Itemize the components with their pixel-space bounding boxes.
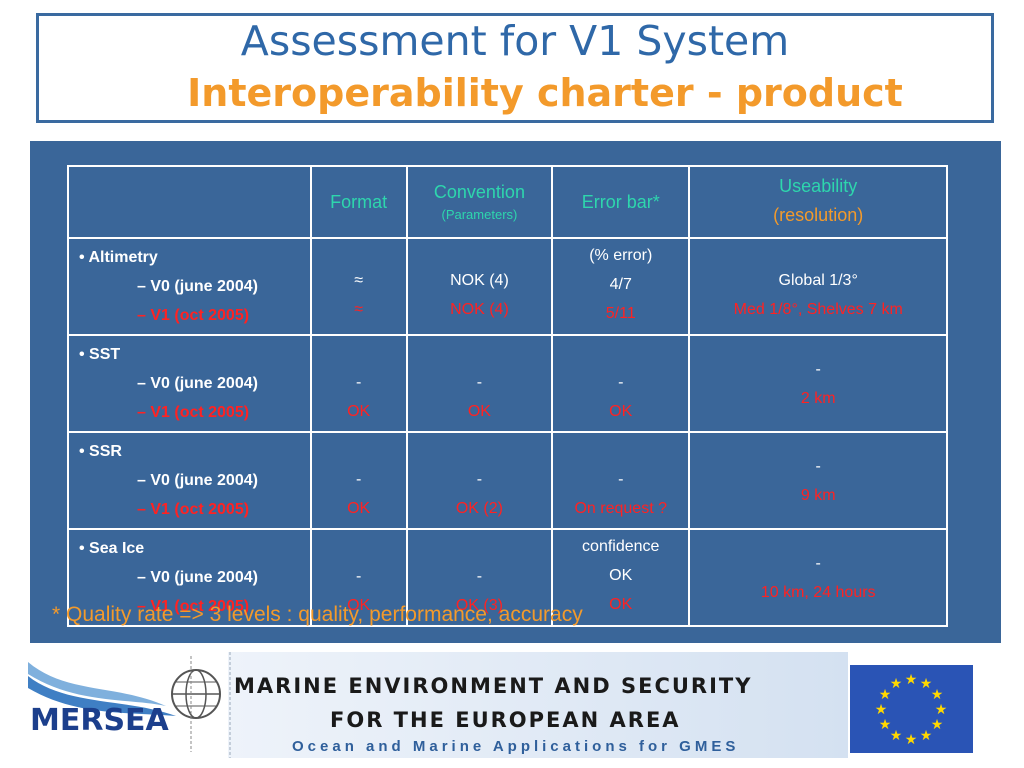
cell-format: - OK [309,528,408,627]
svg-text:MERSEA: MERSEA [30,703,170,738]
row-label: • Altimetry – V0 (june 2004) – V1 (oct 2… [67,237,312,336]
row-name: • SST [79,346,121,363]
cell-convention: - OK (3) [405,528,554,627]
mersea-logo: MERSEA [26,654,226,754]
cell-convention: - OK (2) [405,431,554,530]
row-v1-label: – V1 (oct 2005) [137,307,250,324]
eu-flag-icon: ★ ★ ★ ★ ★ ★ ★ ★ ★ ★ ★ ★ [850,665,973,753]
row-name: • SSR [79,443,122,460]
row-v0-label: – V0 (june 2004) [137,472,258,489]
table-row: • SSR – V0 (june 2004) – V1 (oct 2005) -… [67,431,948,530]
footer-banner: MARINE ENVIRONMENT AND SECURITY FOR THE … [228,652,848,758]
cell-format: - OK [309,431,408,530]
cell-error-bar: - OK [551,334,691,433]
star-icon: ★ [890,675,903,691]
star-icon: ★ [931,716,944,732]
cell-error-bar: - On request ? [551,431,691,530]
star-icon: ★ [920,727,933,743]
footnote: * Quality rate => 3 levels : quality, pe… [52,603,583,626]
table-row: • Altimetry – V0 (june 2004) – V1 (oct 2… [67,237,948,336]
star-icon: ★ [905,671,918,687]
banner-background [228,652,848,758]
assessment-table: Format Convention (Parameters) Error bar… [67,165,948,627]
table-header-row: Format Convention (Parameters) Error bar… [67,165,948,239]
star-icon: ★ [875,701,888,717]
header-empty [67,165,312,239]
table-row: • Sea Ice – V0 (june 2004) – V1 (oct 200… [67,528,948,627]
row-v0-label: – V0 (june 2004) [137,375,258,392]
row-v1-label: – V1 (oct 2005) [137,501,250,518]
header-error-bar: Error bar* [551,165,691,239]
cell-useability: - 9 km [688,431,948,530]
star-icon: ★ [931,686,944,702]
cell-useability: - 2 km [688,334,948,433]
star-icon: ★ [879,686,892,702]
row-label: • SSR – V0 (june 2004) – V1 (oct 2005) [67,431,312,530]
row-name: • Altimetry [79,249,158,266]
slide-title: Assessment for V1 System [240,17,790,65]
eu-stars: ★ ★★★★★★★★★★★ [875,671,948,747]
cell-format: - OK [309,334,408,433]
header-useability: Useability (resolution) [688,165,948,239]
row-v1-label: – V1 (oct 2005) [137,598,250,615]
header-format: Format [309,165,408,239]
header-convention-sub: (Parameters) [441,207,518,222]
star-icon: ★ [920,675,933,691]
banner-line-2: FOR THE EUROPEAN AREA [330,708,681,732]
header-convention: Convention (Parameters) [405,165,554,239]
row-label: • SST – V0 (june 2004) – V1 (oct 2005) [67,334,312,433]
row-name: • Sea Ice [79,540,145,557]
cell-error-bar: (% error) 4/7 5/11 [551,237,691,336]
banner-line-3: Ocean and Marine Applications for GMES [292,738,740,755]
cell-format: ≈ ≈ [309,237,408,336]
table-row: • SST – V0 (june 2004) – V1 (oct 2005) -… [67,334,948,433]
star-icon: ★ [890,727,903,743]
row-v1-label: – V1 (oct 2005) [137,404,250,421]
row-v0-label: – V0 (june 2004) [137,278,258,295]
row-label: • Sea Ice – V0 (june 2004) – V1 (oct 200… [67,528,312,627]
header-useability-sub: (resolution) [773,205,864,225]
cell-useability: - 10 km, 24 hours [688,528,948,627]
banner-line-1: MARINE ENVIRONMENT AND SECURITY [234,674,753,698]
title-box: Assessment for V1 System Interoperabilit… [36,13,994,123]
row-v0-label: – V0 (june 2004) [137,569,258,586]
cell-convention: - OK [405,334,554,433]
header-convention-label: Convention [433,182,525,202]
star-icon: ★ [935,701,948,717]
header-useability-label: Useability [779,176,858,196]
slide-subtitle: Interoperability charter - product [187,71,903,115]
cell-useability: Global 1/3° Med 1/8°, Shelves 7 km [688,237,948,336]
content-panel: Format Convention (Parameters) Error bar… [30,141,1001,643]
star-icon: ★ [879,716,892,732]
cell-error-bar: confidence OK OK [551,528,691,627]
star-icon: ★ [905,731,918,747]
cell-convention: NOK (4) NOK (4) [405,237,554,336]
mersea-logo-icon: MERSEA [28,656,221,752]
